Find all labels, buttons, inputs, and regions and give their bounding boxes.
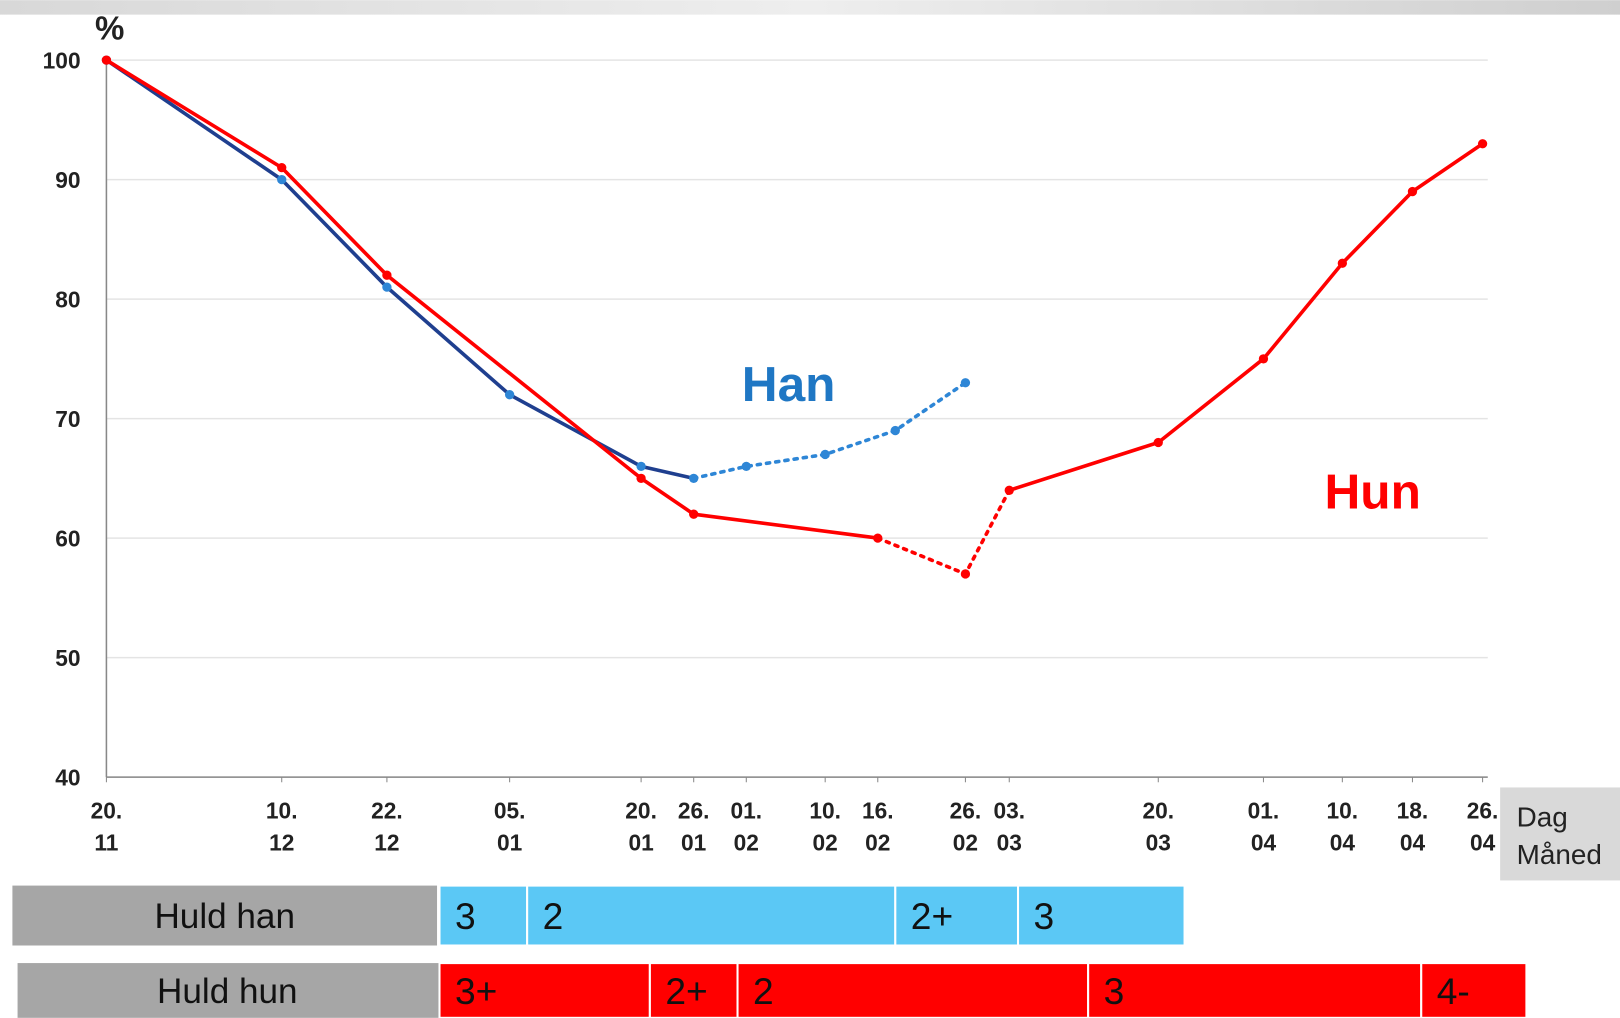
series-label: Hun xyxy=(1325,463,1421,519)
band-segment xyxy=(736,962,1090,1018)
marker xyxy=(689,473,699,483)
marker xyxy=(277,174,287,185)
x-label-box xyxy=(1500,787,1620,881)
marker xyxy=(890,425,900,436)
line xyxy=(104,58,696,481)
marker xyxy=(504,390,515,400)
x-tick-label: 20. 11 xyxy=(91,797,123,855)
band-segment xyxy=(648,962,739,1018)
marker xyxy=(636,461,646,472)
y-tick-label: 70 xyxy=(55,406,80,432)
band-segment xyxy=(1087,962,1423,1018)
x-tick-label: 10. 02 xyxy=(809,797,841,855)
band-segment-label: 2 xyxy=(753,970,774,1012)
band-segment-label: 3 xyxy=(455,895,476,937)
marker xyxy=(960,569,971,579)
y-axis-label: % xyxy=(95,10,124,47)
band-segment-label: 2 xyxy=(543,895,564,937)
band-segment-label: 2+ xyxy=(911,895,953,937)
y-tick-label: 50 xyxy=(55,645,80,671)
x-tick-label: 10. 12 xyxy=(266,797,298,855)
band-segment xyxy=(438,884,529,947)
x-tick-label: 26. 02 xyxy=(950,797,982,855)
x-axis-label: Måned xyxy=(1517,839,1602,870)
line xyxy=(1007,141,1485,493)
marker xyxy=(873,533,883,543)
y-tick-label: 60 xyxy=(55,525,80,551)
y-tick-label: 40 xyxy=(55,764,80,790)
x-tick-label: 01. 04 xyxy=(1248,797,1280,855)
x-tick-label: 03. 03 xyxy=(993,797,1025,855)
marker xyxy=(277,162,287,173)
x-tick-label: 26. 04 xyxy=(1467,797,1499,855)
band-segment-label: 3 xyxy=(1034,895,1055,937)
band-segment-label: 4- xyxy=(1437,970,1470,1012)
band-label-box xyxy=(12,885,438,946)
y-tick-label: 90 xyxy=(55,167,80,193)
top-strip xyxy=(0,0,1620,15)
band-label: Huld han xyxy=(154,897,295,936)
marker xyxy=(636,473,646,483)
marker xyxy=(1004,485,1014,495)
marker xyxy=(1153,437,1163,448)
marker xyxy=(1258,354,1269,364)
band-segment xyxy=(526,884,897,947)
band-segment xyxy=(894,884,1020,947)
x-axis-label: Dag xyxy=(1517,802,1568,833)
y-tick-label: 80 xyxy=(55,286,80,312)
marker xyxy=(960,378,971,388)
x-tick-label: 18. 04 xyxy=(1397,797,1429,855)
marker xyxy=(820,449,830,460)
band-segment xyxy=(1016,884,1186,947)
x-tick-label: 01. 02 xyxy=(730,797,762,855)
band-label: Huld hun xyxy=(157,972,298,1011)
marker xyxy=(689,509,699,519)
x-tick-label: 20. 03 xyxy=(1142,797,1174,855)
line xyxy=(104,58,880,540)
band-segment-label: 2+ xyxy=(665,970,707,1012)
marker xyxy=(101,55,112,65)
x-tick-label: 26. 01 xyxy=(678,797,710,855)
x-tick-label: 22. 12 xyxy=(371,797,403,855)
series-label: Han xyxy=(742,356,836,412)
band-segment-label: 3 xyxy=(1104,970,1125,1012)
x-tick-label: 16. 02 xyxy=(862,797,894,855)
x-tick-label: 20. 01 xyxy=(625,797,657,855)
dotted-line xyxy=(875,488,1012,576)
band-segment xyxy=(438,962,651,1018)
marker xyxy=(1407,186,1418,197)
band-label-box xyxy=(17,963,440,1018)
x-tick-label: 10. 04 xyxy=(1327,797,1359,855)
marker xyxy=(741,461,751,472)
y-tick-label: 100 xyxy=(43,47,81,73)
marker xyxy=(1337,258,1347,268)
x-tick-label: 05. 01 xyxy=(494,797,526,855)
band-segment-label: 3+ xyxy=(455,970,497,1012)
marker xyxy=(382,270,392,280)
marker xyxy=(382,282,392,292)
marker xyxy=(1477,139,1488,149)
